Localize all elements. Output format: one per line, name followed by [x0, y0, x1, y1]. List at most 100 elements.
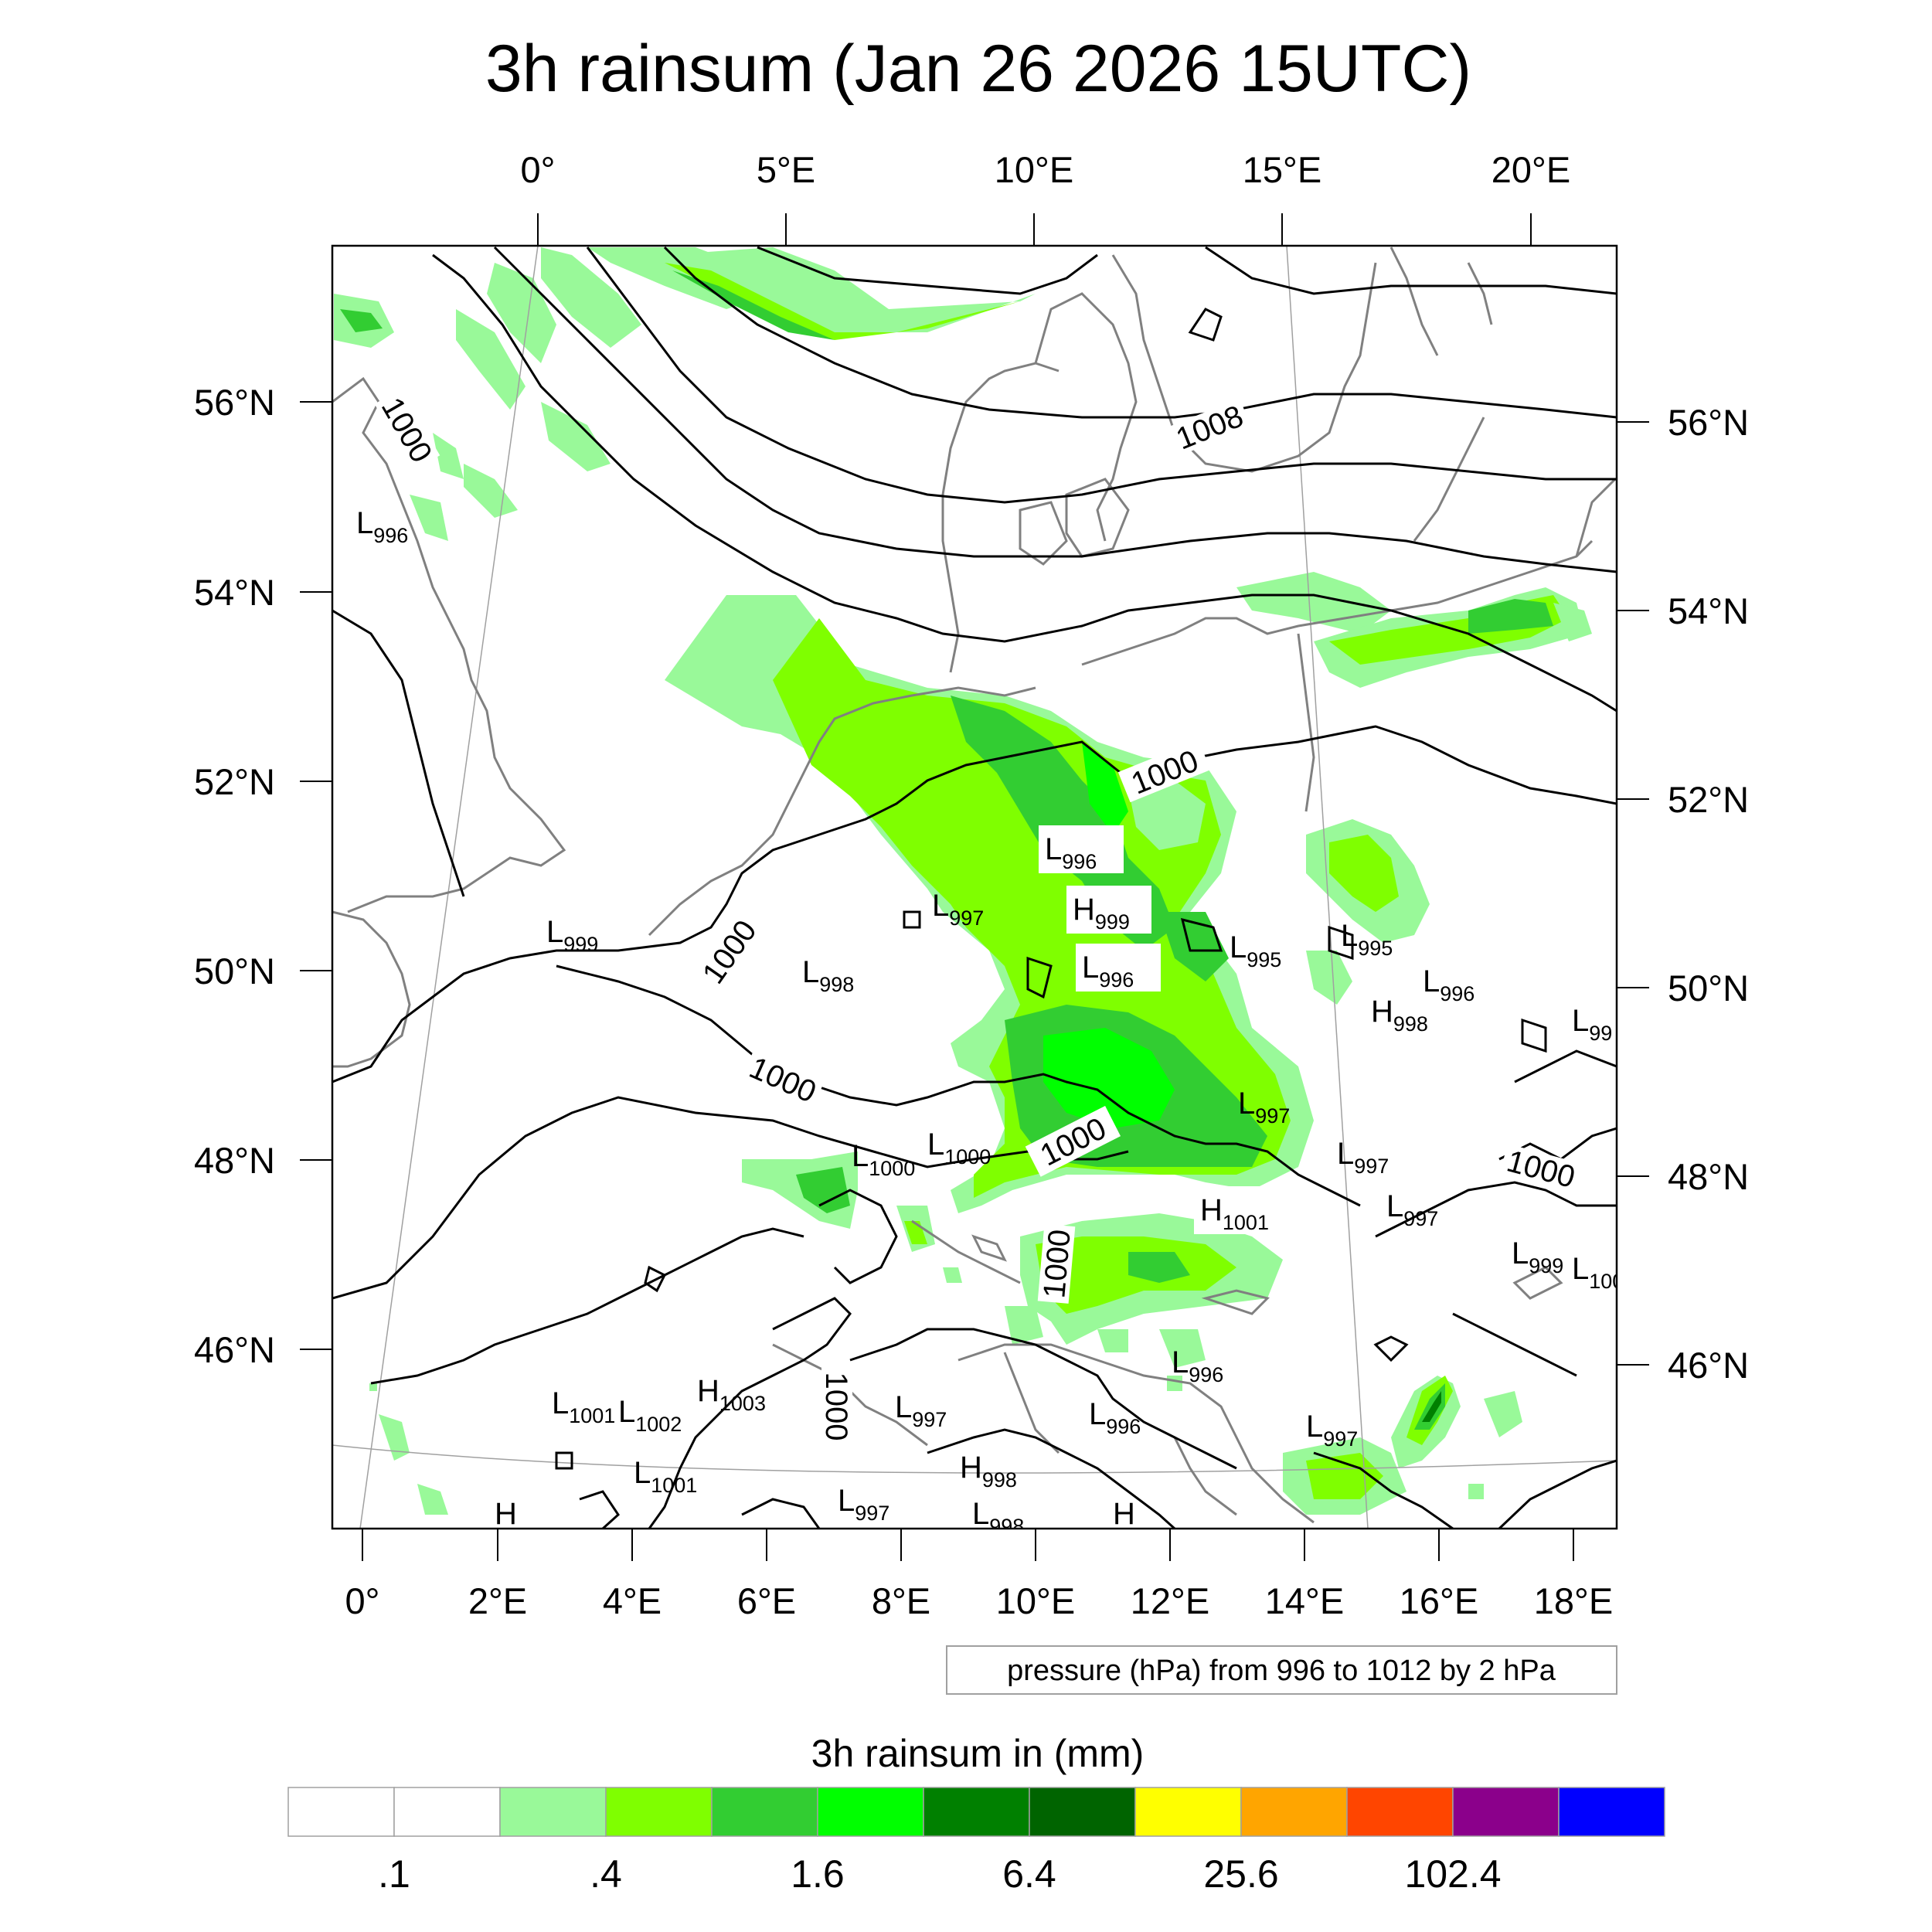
legend-swatch [1029, 1787, 1136, 1837]
high-pressure-center: H [1113, 1497, 1135, 1531]
pressure-center-value: 996 [1440, 982, 1475, 1005]
isobar-label: 1000 [819, 1372, 853, 1441]
tick-label: 8°E [872, 1580, 930, 1621]
legend-swatch [711, 1787, 818, 1837]
pressure-center-value: 1000 [869, 1157, 915, 1180]
rain-area [340, 309, 383, 332]
tick-label: 18°E [1534, 1580, 1613, 1621]
rain-area [1414, 1383, 1445, 1430]
rain-area [1329, 835, 1399, 912]
pressure-center-value: 1000 [944, 1145, 991, 1168]
rain-area [541, 247, 641, 348]
pressure-center-value: 997 [1403, 1207, 1438, 1230]
legend-label: .4 [590, 1852, 622, 1896]
pressure-center-value: 997 [1255, 1104, 1290, 1128]
low-pressure-center: L996 [1076, 944, 1161, 992]
pressure-center-value: 99 [1589, 1022, 1612, 1045]
pressure-center-value: 999 [563, 933, 598, 956]
rain-area [1553, 603, 1592, 641]
axis-ticks [300, 213, 1649, 1561]
low-pressure-center: L996 [1039, 825, 1124, 873]
tick-label: 2°E [468, 1580, 527, 1621]
pressure-center-value: 997 [1354, 1155, 1389, 1178]
rain-area [1468, 599, 1553, 634]
tick-label: 16°E [1400, 1580, 1478, 1621]
rain-area [672, 270, 835, 340]
rain-area [1422, 1391, 1441, 1422]
tick-label: 15°E [1243, 149, 1321, 190]
pressure-center-value: 999 [1529, 1254, 1563, 1277]
rain-area [417, 1484, 448, 1515]
tick-label: 54°N [194, 572, 275, 613]
pressure-center-value: 998 [1393, 1012, 1428, 1036]
rain-area [665, 247, 1036, 332]
legend-swatch [393, 1787, 501, 1837]
tick-label: 10°E [996, 1580, 1075, 1621]
pressure-center-value: 995 [1247, 948, 1281, 971]
tick-label: 6°E [737, 1580, 796, 1621]
map-frame [331, 244, 1618, 1530]
pressure-center-value: 996 [1189, 1363, 1223, 1386]
legend-swatch [1240, 1787, 1348, 1837]
tick-label: 52°N [194, 761, 275, 802]
contour-info-text: pressure (hPa) from 996 to 1012 by 2 hPa [1007, 1655, 1556, 1687]
rain-area [1306, 951, 1352, 1005]
tick-label: 48°N [1668, 1156, 1749, 1197]
rain-area [1043, 1028, 1175, 1128]
legend-swatch [605, 1787, 713, 1837]
rain-area [1236, 572, 1391, 634]
tick-label: 52°N [1668, 779, 1749, 820]
chart-title: 3h rainsum (Jan 26 2026 15UTC) [485, 32, 1471, 106]
legend-swatch [287, 1787, 395, 1837]
pressure-center-value: 998 [989, 1515, 1024, 1538]
legend-swatches [287, 1787, 1665, 1837]
coastlines [332, 247, 1617, 1524]
legend-label: 6.4 [1002, 1852, 1056, 1896]
rain-area [1097, 1329, 1128, 1352]
rain-area [665, 263, 1020, 340]
tick-label: 5°E [757, 149, 815, 190]
right-latitude-labels: 56°N 54°N 52°N 50°N 48°N 46°N [1668, 402, 1749, 1386]
pressure-center-value: 997 [1323, 1427, 1358, 1451]
pressure-center-value: 997 [912, 1408, 947, 1431]
tick-label: 48°N [194, 1140, 275, 1181]
pressure-center-label: H [495, 1497, 517, 1531]
pressure-center-value: 1002 [635, 1413, 682, 1436]
precipitation-layer [334, 247, 1592, 1515]
rain-area [1128, 1252, 1190, 1283]
tick-label: 56°N [194, 382, 275, 423]
legend-swatch [1452, 1787, 1560, 1837]
tick-label: 56°N [1668, 402, 1749, 443]
rain-area [1159, 1329, 1206, 1368]
legend-swatch [1558, 1787, 1665, 1837]
rain-area [943, 1267, 962, 1283]
pressure-center-value: 996 [1106, 1415, 1141, 1438]
rain-area [1005, 1306, 1043, 1345]
pressure-center-value: 996 [1099, 968, 1134, 992]
tick-label: 46°N [194, 1329, 275, 1370]
tick-label: 20°E [1492, 149, 1570, 190]
tick-label: 50°N [1668, 968, 1749, 1009]
pressure-center-value: 1003 [719, 1392, 766, 1415]
pressure-center-label: H [1113, 1497, 1135, 1531]
pressure-center-value: 100 [1589, 1270, 1624, 1293]
legend-swatch [817, 1787, 924, 1837]
tick-label: 54°N [1668, 590, 1749, 631]
legend-swatch [1134, 1787, 1242, 1837]
isobar-label: 1000 [1037, 1228, 1077, 1299]
legend-label: 25.6 [1203, 1852, 1278, 1896]
pressure-center-value: 1001 [1223, 1211, 1269, 1234]
pressure-center-value: 996 [1062, 850, 1097, 873]
pressure-center-value: 995 [1358, 937, 1393, 960]
legend-label: 102.4 [1404, 1852, 1501, 1896]
pressure-center-value: 997 [949, 906, 984, 930]
rain-area [456, 309, 526, 410]
contour-info-box: pressure (hPa) from 996 to 1012 by 2 hPa [946, 1645, 1617, 1695]
tick-label: 4°E [603, 1580, 662, 1621]
tick-label: 46°N [1668, 1345, 1749, 1386]
rain-area [541, 402, 611, 471]
legend-swatch [499, 1787, 607, 1837]
rain-area [369, 1383, 377, 1391]
